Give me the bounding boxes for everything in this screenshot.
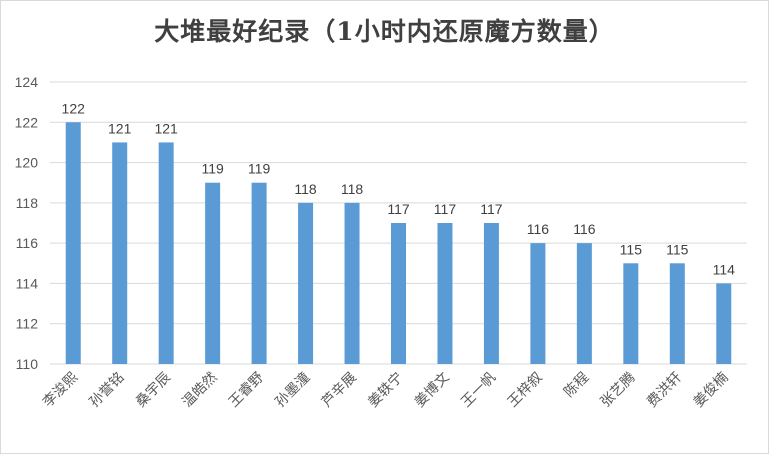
- bar: [391, 223, 406, 364]
- data-label: 117: [387, 201, 410, 217]
- x-tick-label: 姜俊楠: [691, 370, 732, 411]
- x-tick-label: 芦辛展: [319, 370, 360, 411]
- data-label: 119: [248, 161, 271, 177]
- y-tick-label: 114: [16, 275, 39, 291]
- x-tick-label: 王睿野: [226, 370, 267, 411]
- data-label: 122: [62, 100, 86, 116]
- bar: [112, 142, 128, 364]
- x-tick-label: 姜轶宁: [365, 369, 407, 411]
- data-label: 121: [154, 120, 178, 136]
- data-label: 116: [527, 221, 550, 237]
- bar: [344, 202, 360, 364]
- bar: [65, 122, 81, 365]
- data-label: 115: [620, 241, 643, 257]
- bar: [205, 182, 221, 364]
- x-tick-label: 孙墨潼: [272, 369, 314, 411]
- data-label: 115: [666, 241, 689, 257]
- x-tick-label: 李浚熙: [40, 370, 81, 411]
- data-label: 119: [201, 161, 224, 177]
- bar: [298, 202, 314, 364]
- bar: [669, 263, 685, 364]
- x-tick-label: 王一帆: [458, 370, 499, 411]
- data-label: 117: [480, 201, 503, 217]
- bar: [251, 182, 267, 364]
- data-label: 118: [341, 181, 364, 197]
- x-tick-label: 王梓叙: [504, 369, 546, 411]
- y-tick-label: 120: [15, 155, 39, 171]
- x-tick-label: 费洪轩: [644, 370, 685, 411]
- y-tick-label: 112: [16, 316, 39, 332]
- data-label: 117: [434, 201, 457, 217]
- bar: [576, 243, 592, 364]
- x-tick-label: 桑宇辰: [133, 370, 174, 411]
- x-tick-label: 姜博文: [411, 369, 453, 411]
- data-label: 114: [713, 261, 736, 277]
- x-tick-label: 孙誉铭: [87, 370, 128, 411]
- x-tick-label: 温皓然: [179, 369, 221, 411]
- bar: [483, 223, 499, 364]
- y-tick-label: 110: [16, 356, 39, 372]
- data-label: 118: [294, 181, 317, 197]
- bar: [437, 223, 453, 364]
- y-tick-label: 118: [16, 195, 39, 211]
- bar: [716, 283, 732, 364]
- data-label: 121: [108, 120, 132, 136]
- y-tick-label: 124: [15, 74, 39, 90]
- chart-title: 大堆最好纪录（1小时内还原魔方数量）: [154, 17, 615, 46]
- y-tick-label: 116: [16, 235, 39, 251]
- x-tick-label: 张艺腾: [597, 369, 639, 411]
- data-label: 116: [573, 221, 596, 237]
- bar: [530, 243, 546, 364]
- x-tick-label: 陈程: [560, 369, 592, 401]
- bar: [623, 263, 639, 364]
- bar: [158, 142, 174, 364]
- y-tick-label: 122: [15, 114, 39, 130]
